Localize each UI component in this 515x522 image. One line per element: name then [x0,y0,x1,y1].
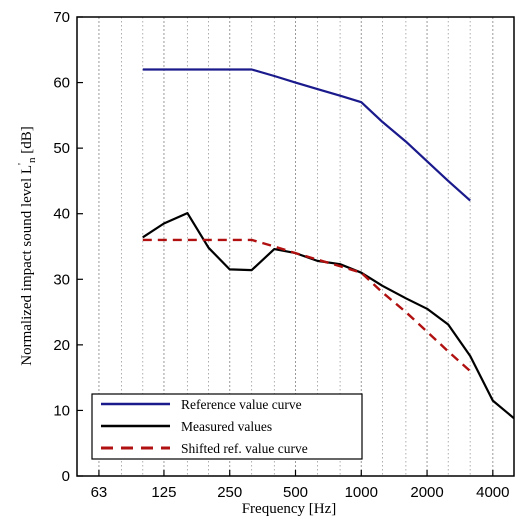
y-tick-label-60: 60 [53,75,70,92]
x-tick-label-1000: 1000 [345,484,378,501]
legend-label-reference: Reference value curve [181,397,302,412]
vertical-grid [98,17,494,476]
x-tick-label-4000: 4000 [476,484,509,501]
y-tick-label-10: 10 [53,402,70,419]
shifted-reference-curve [142,238,472,372]
y-axis-label-unit: [dB] [19,126,35,157]
y-tick-label-70: 70 [53,9,70,26]
legend: Reference value curve Measured values Sh… [91,393,363,460]
y-axis-label-main: Normalized impact sound level L [19,165,35,366]
x-axis-label: Frequency [Hz] [242,501,337,517]
measured-curve [142,212,514,420]
legend-label-shifted: Shifted ref. value curve [181,441,308,456]
y-axis-label: Normalized impact sound level L'n [dB] [16,126,38,366]
axis-ticks: 0 10 20 30 40 50 60 70 63 125 250 500 1000 2000 4000 [53,9,509,501]
x-tick-label-125: 125 [151,484,176,501]
x-tick-label-2000: 2000 [410,484,443,501]
y-tick-label-0: 0 [62,468,70,485]
legend-label-measured: Measured values [181,419,272,434]
x-tick-label-63: 63 [91,484,108,501]
y-tick-label-50: 50 [53,140,70,157]
y-tick-label-20: 20 [53,337,70,354]
y-tick-label-30: 30 [53,271,70,288]
data-series [142,68,514,420]
y-tick-label-40: 40 [53,206,70,223]
x-tick-label-500: 500 [283,484,308,501]
y-axis-label-sub: n [26,157,38,163]
y-axis-label-prime: ' [16,163,28,165]
x-tick-label-250: 250 [217,484,242,501]
reference-curve [142,68,471,202]
